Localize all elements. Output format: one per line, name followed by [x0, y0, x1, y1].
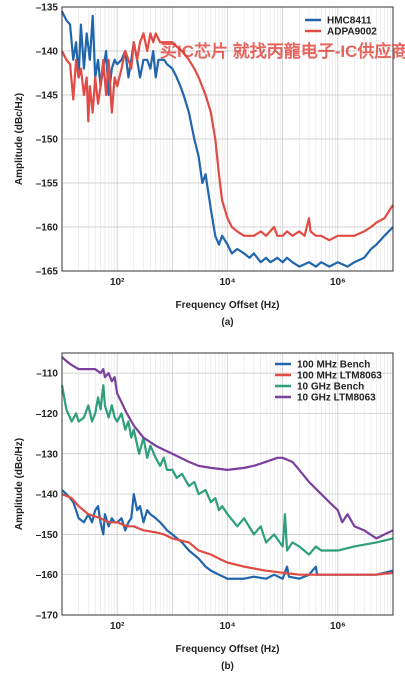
y-tick-label: –165 [36, 267, 59, 278]
y-axis-label: Amplitude (dBc/Hz) [14, 93, 25, 185]
x-axis-label: Frequency Offset (Hz) [176, 300, 280, 311]
chart-b: –110 –120 –130 –140 –150 –160 –170 10² 10⁴ 10⁶ Fre… [14, 352, 394, 672]
series-line-100-mhz-ltm8063 [61, 493, 394, 576]
plot-frame [61, 6, 394, 272]
subfigure-caption: (b) [221, 661, 234, 672]
legend-entry: ADPA9002 [327, 27, 377, 38]
x-tick-label: 10² [110, 621, 125, 632]
x-tick-label: 10⁴ [219, 621, 235, 632]
y-tick-label: –160 [36, 223, 59, 234]
legend-entry: 10 GHz Bench [297, 382, 364, 393]
series-line-10-ghz-ltm8063 [61, 356, 394, 540]
y-tick-label: –110 [36, 369, 58, 380]
legend-entry: HMC8411 [327, 16, 372, 27]
series-line-10-ghz-bench [60, 384, 394, 556]
y-tick-label: –140 [36, 47, 59, 58]
watermark-text: 买IC芯片 就找丙龍电子-IC供应商 [160, 41, 405, 61]
x-axis-label: Frequency Offset (Hz) [176, 644, 280, 655]
subfigure-caption: (a) [221, 317, 233, 328]
y-tick-label: –150 [36, 530, 59, 541]
y-tick-label: –120 [36, 409, 59, 420]
y-tick-label: –150 [36, 135, 59, 146]
y-tick-label: –160 [36, 570, 59, 581]
x-tick-label: 10⁶ [330, 621, 346, 632]
chart-a: –135 –140 –145 –150 –155 –160 –165 10² 10⁴ 10⁶ Fre… [14, 3, 394, 328]
legend-entry: 10 GHz LTM8063 [297, 393, 376, 404]
series-line-adpa9002 [61, 32, 394, 242]
y-tick-label: –145 [36, 91, 59, 102]
x-tick-label: 10⁶ [330, 277, 346, 288]
legend-entry: 100 MHz Bench [297, 360, 370, 371]
series-line-100-mhz-bench [61, 489, 394, 580]
y-tick-label: –130 [36, 449, 59, 460]
x-tick-label: 10⁴ [219, 277, 235, 288]
y-tick-label: –155 [36, 179, 59, 190]
plot-frame [61, 352, 394, 616]
y-tick-label: –140 [36, 490, 59, 501]
legend-entry: 100 MHz LTM8063 [297, 371, 382, 382]
y-tick-label: –135 [36, 3, 59, 14]
series-line-hmc8411 [61, 10, 394, 268]
x-tick-label: 10² [110, 277, 125, 288]
y-tick-label: –170 [36, 611, 59, 622]
y-axis-label: Amplitude (dBc/Hz) [14, 438, 25, 530]
